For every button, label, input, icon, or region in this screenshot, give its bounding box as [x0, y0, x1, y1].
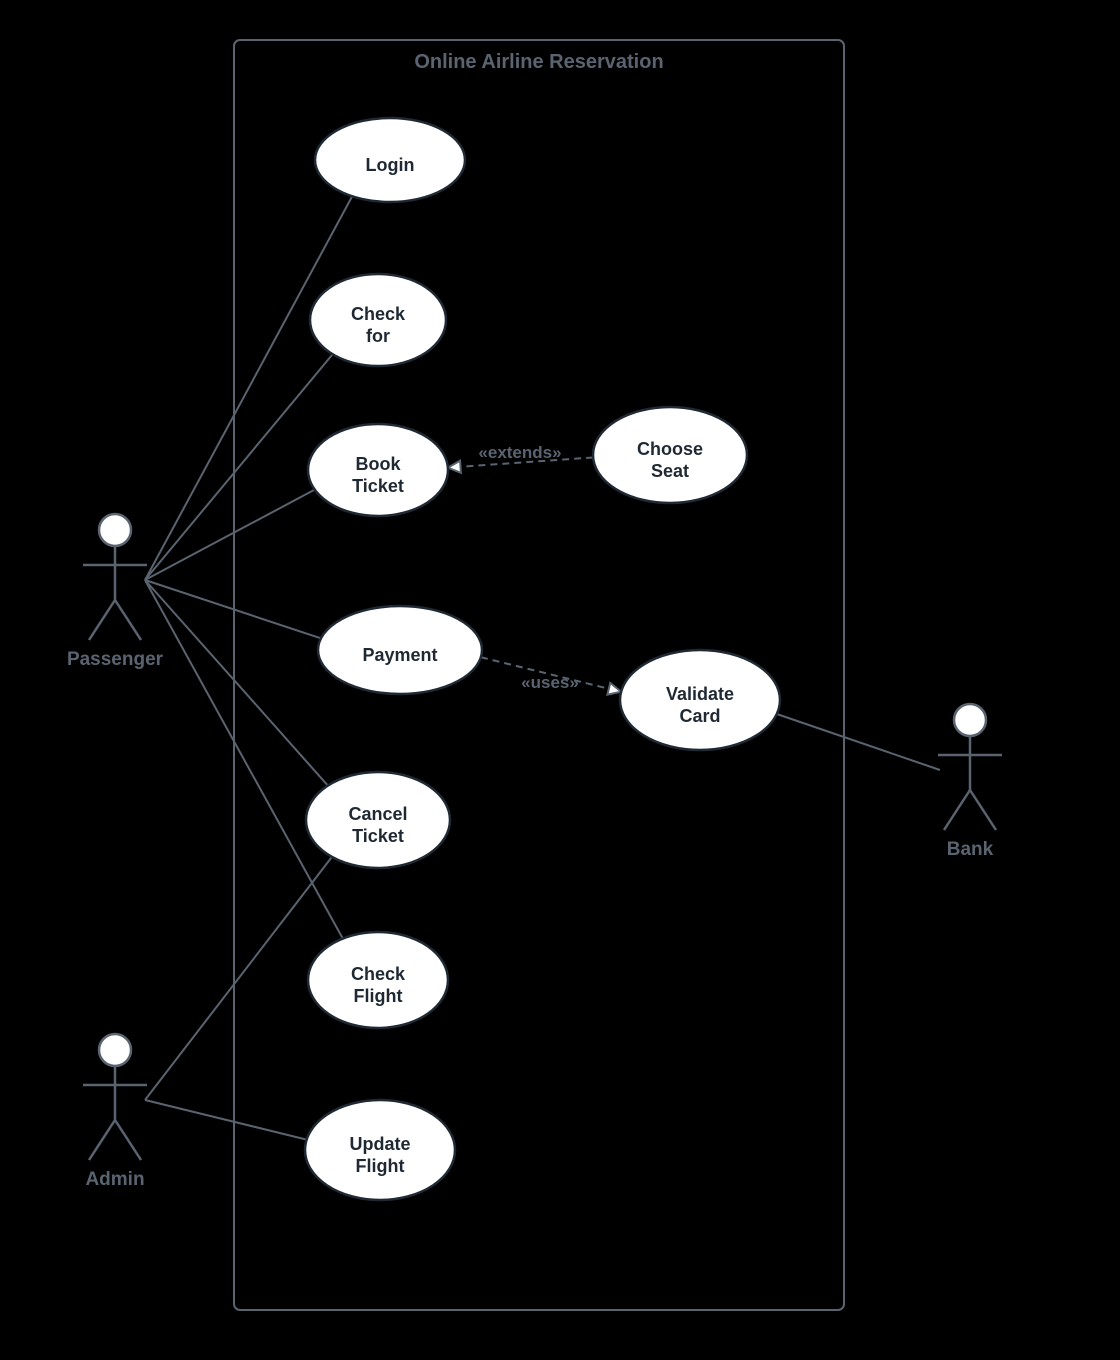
- usecase-label-checkflight: Flight: [354, 986, 403, 1006]
- system-title: Online Airline Reservation: [414, 51, 663, 73]
- usecase-label-updateflight: Flight: [356, 1156, 405, 1176]
- actor-label-bank: Bank: [947, 839, 994, 860]
- usecase-label-bookticket: Book: [356, 454, 402, 474]
- usecase-label-chooseseat: Seat: [651, 461, 689, 481]
- usecase-label-validatecard: Validate: [666, 684, 734, 704]
- usecase-label-checkfor: for: [366, 326, 390, 346]
- actor-label-admin: Admin: [85, 1169, 144, 1190]
- usecase-label-cancelticket: Cancel: [348, 804, 407, 824]
- actor-label-passenger: Passenger: [67, 649, 164, 670]
- usecase-label-payment: Payment: [362, 645, 437, 665]
- usecase-label-validatecard: Card: [679, 706, 720, 726]
- usecase-label-checkfor: Check: [351, 304, 406, 324]
- usecase-label-cancelticket: Ticket: [352, 826, 404, 846]
- usecase-label-chooseseat: Choose: [637, 439, 703, 459]
- dep-label-chooseseat-bookticket: «extends»: [478, 443, 561, 462]
- usecase-label-bookticket: Ticket: [352, 476, 404, 496]
- usecase-label-login: Login: [366, 155, 415, 175]
- usecase-label-checkflight: Check: [351, 964, 406, 984]
- usecase-label-updateflight: Update: [349, 1134, 410, 1154]
- use-case-diagram: «extends» «uses» Online Airline Reservatio…: [0, 0, 1120, 1360]
- dep-label-payment-validatecard: «uses»: [521, 673, 579, 692]
